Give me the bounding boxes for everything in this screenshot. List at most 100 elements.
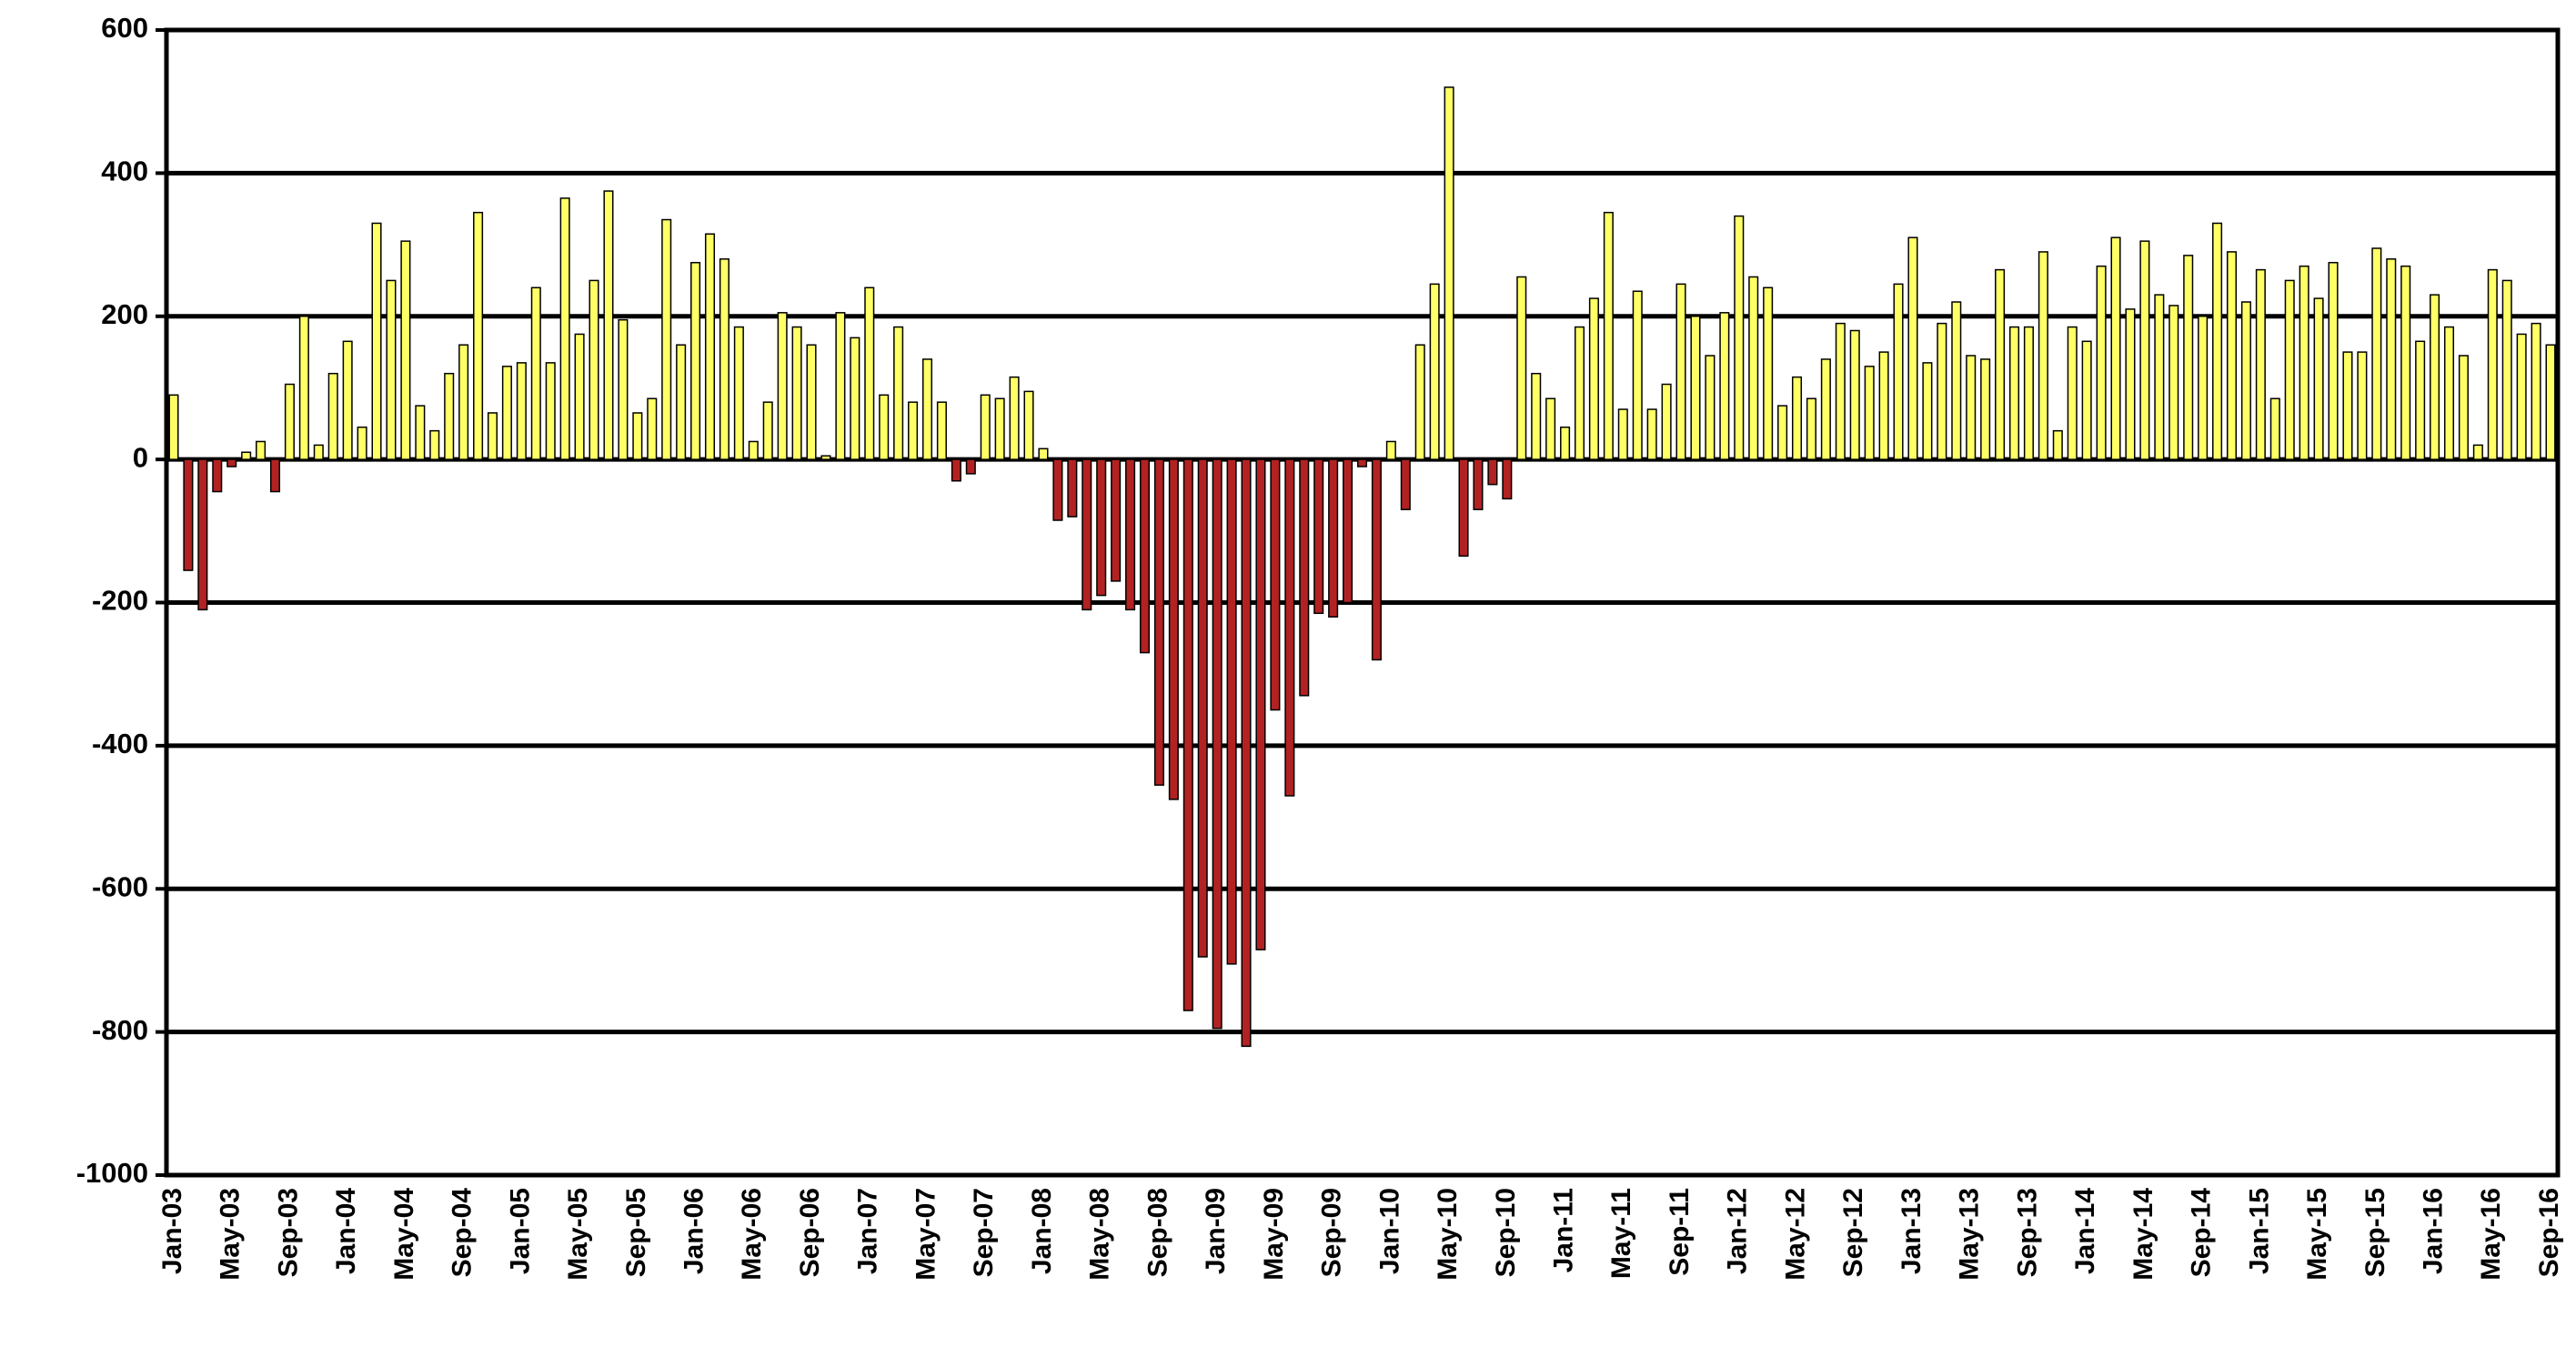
bar xyxy=(1125,458,1136,611)
bar xyxy=(1096,458,1107,597)
bar xyxy=(183,458,194,571)
bar xyxy=(1212,458,1223,1030)
y-tick-label: 200 xyxy=(101,298,148,330)
bar xyxy=(1356,458,1368,467)
bar xyxy=(1009,376,1020,460)
bar xyxy=(1719,312,1730,460)
x-tick-label: Sep-14 xyxy=(2187,1188,2217,1278)
bar xyxy=(589,279,599,460)
bar xyxy=(1820,358,1831,460)
x-tick-label: Sep-04 xyxy=(448,1188,478,1278)
bar xyxy=(1516,276,1527,460)
bar xyxy=(400,240,411,460)
x-tick-label: May-03 xyxy=(216,1188,246,1281)
x-tick-label: Jan-14 xyxy=(2070,1188,2100,1274)
bar xyxy=(1197,458,1208,958)
bar xyxy=(371,222,382,460)
bar xyxy=(951,458,961,482)
bar xyxy=(850,337,860,460)
x-tick-label: Jan-09 xyxy=(1201,1188,1231,1274)
bar xyxy=(1067,458,1078,518)
bar xyxy=(2501,279,2512,460)
bar xyxy=(1371,458,1382,661)
bar xyxy=(313,444,324,460)
x-tick-label: May-07 xyxy=(911,1188,941,1281)
x-tick-label: Sep-03 xyxy=(273,1188,303,1277)
bar xyxy=(1646,408,1657,460)
y-tick-label: 0 xyxy=(133,441,148,473)
bar xyxy=(2371,247,2382,460)
bar xyxy=(879,394,890,460)
bar xyxy=(256,440,267,460)
bar xyxy=(2443,326,2455,460)
bar xyxy=(2415,340,2426,460)
bar xyxy=(2067,326,2078,460)
x-tick-label: May-08 xyxy=(1085,1188,1115,1281)
bar xyxy=(1052,458,1063,521)
x-tick-label: Sep-12 xyxy=(1838,1188,1868,1277)
bar xyxy=(994,397,1005,460)
bar xyxy=(719,258,730,460)
x-tick-label: Jan-16 xyxy=(2418,1188,2448,1274)
bar xyxy=(1806,397,1816,460)
x-tick-label: Sep-13 xyxy=(2012,1188,2042,1277)
bar xyxy=(1023,390,1034,460)
bar xyxy=(1603,211,1614,460)
bar xyxy=(748,440,759,460)
bar xyxy=(2096,265,2107,460)
bar xyxy=(2531,322,2541,460)
bar xyxy=(1487,458,1498,486)
bar xyxy=(1980,358,1991,460)
x-tick-label: May-10 xyxy=(1433,1188,1463,1281)
bar xyxy=(820,455,831,460)
bar xyxy=(559,197,570,460)
bar xyxy=(458,344,469,460)
bar xyxy=(1966,355,1977,460)
bar xyxy=(965,458,976,475)
bar xyxy=(1951,301,1962,460)
bar xyxy=(806,344,817,460)
bar xyxy=(269,458,281,493)
bar xyxy=(1748,276,1759,460)
x-tick-label: Jan-07 xyxy=(853,1188,883,1274)
x-tick-label: Sep-07 xyxy=(969,1188,999,1277)
bar xyxy=(2472,444,2483,460)
bar xyxy=(618,318,629,460)
y-tick-label: -600 xyxy=(92,870,148,902)
bar xyxy=(2342,351,2353,460)
bar xyxy=(2240,301,2251,460)
bar xyxy=(2023,326,2034,460)
y-tick-label: -400 xyxy=(92,728,148,759)
bar xyxy=(1111,458,1122,582)
bar xyxy=(1241,458,1252,1048)
bar xyxy=(2139,240,2150,460)
x-tick-label: Jan-11 xyxy=(1548,1188,1578,1272)
bar xyxy=(1734,215,1745,460)
bar xyxy=(1385,440,1396,460)
bar xyxy=(545,362,556,460)
bar xyxy=(2110,236,2121,460)
bar xyxy=(777,312,788,460)
x-tick-label: Jan-10 xyxy=(1374,1188,1404,1274)
bar xyxy=(1444,86,1454,460)
bar xyxy=(2269,397,2280,460)
bar xyxy=(516,362,527,460)
x-tick-label: May-12 xyxy=(1780,1188,1810,1281)
bar xyxy=(1617,408,1628,460)
bar xyxy=(1284,458,1295,797)
bar xyxy=(762,401,773,460)
y-tick-label: -800 xyxy=(92,1014,148,1046)
y-tick-label: -1000 xyxy=(76,1157,148,1189)
bar xyxy=(1343,458,1353,604)
x-tick-label: May-16 xyxy=(2476,1188,2506,1281)
bar xyxy=(429,429,440,460)
x-tick-label: May-15 xyxy=(2302,1188,2332,1281)
bar xyxy=(2430,294,2440,460)
bar xyxy=(1907,236,1918,460)
bar xyxy=(2284,279,2295,460)
x-tick-label: Sep-08 xyxy=(1142,1188,1172,1277)
bar xyxy=(2183,255,2194,460)
bar xyxy=(2545,344,2556,460)
bar xyxy=(1082,458,1092,611)
